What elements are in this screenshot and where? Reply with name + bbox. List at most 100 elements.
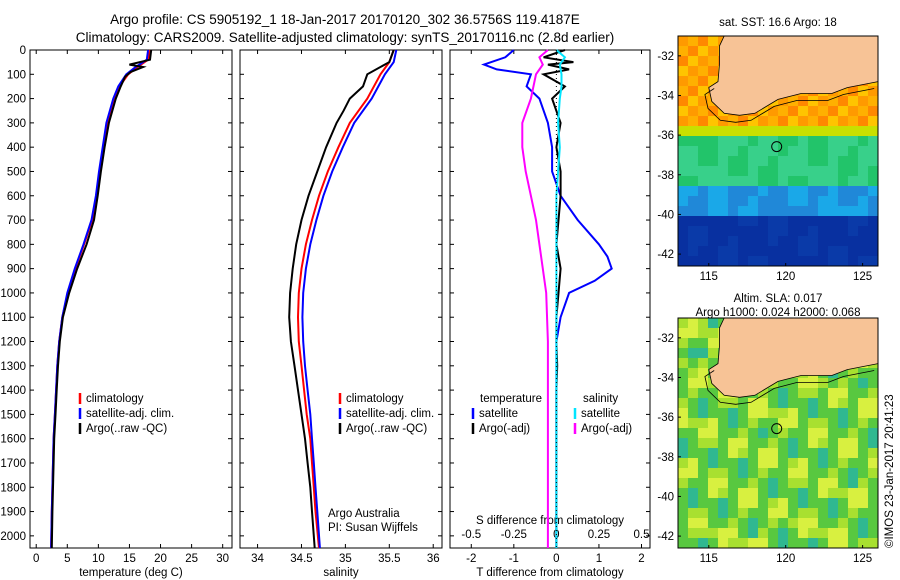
map-cell	[868, 518, 878, 529]
map-cell	[758, 186, 769, 197]
map-cell	[818, 448, 829, 459]
map-cell	[758, 508, 769, 519]
map-cell	[798, 96, 809, 107]
map-cell	[838, 388, 849, 399]
map-cell	[678, 448, 689, 459]
map-cell	[678, 76, 689, 87]
map-cell	[778, 378, 789, 389]
map-cell	[798, 478, 809, 489]
map-cell	[838, 408, 849, 419]
map-cell	[678, 106, 689, 117]
map-cell	[738, 518, 749, 529]
legend-series-climatology-label: climatology	[346, 393, 404, 405]
map-cell	[688, 46, 699, 57]
map-cell	[838, 498, 849, 509]
map-cell	[798, 378, 809, 389]
map-cell	[778, 186, 789, 197]
map-cell	[808, 508, 819, 519]
map-cell	[688, 458, 699, 469]
map-cell	[738, 126, 749, 137]
legend-title-salinity: salinity	[583, 393, 618, 405]
legend-t-argo-label: Argo(-adj)	[479, 423, 530, 435]
map-cell	[808, 388, 819, 399]
map-cell	[858, 418, 869, 429]
lat-tick-label: -40	[657, 209, 674, 221]
map-cell	[678, 328, 689, 339]
map-cell	[868, 236, 878, 247]
map-cell	[838, 156, 849, 167]
s-tick-label: -0.5	[461, 529, 481, 541]
map-cell	[828, 388, 839, 399]
map-cell	[718, 448, 729, 459]
map-cell	[818, 106, 829, 117]
map-cell	[698, 36, 709, 47]
map-cell	[848, 478, 859, 489]
depth-tick-label: 500	[7, 166, 26, 178]
map-cell	[818, 176, 829, 187]
lon-tick-label: 120	[776, 271, 795, 283]
map-cell	[798, 156, 809, 167]
map-cell	[738, 236, 749, 247]
map-cell	[688, 106, 699, 117]
map-cell	[708, 478, 719, 489]
map-cell	[678, 156, 689, 167]
map-cell	[868, 126, 878, 137]
map-cell	[688, 126, 699, 137]
map-cell	[778, 498, 789, 509]
map-cell	[728, 508, 739, 519]
depth-tick-label: 1500	[0, 409, 26, 421]
map-cell	[738, 146, 749, 157]
map-cell	[758, 226, 769, 237]
map-cell	[768, 398, 779, 409]
map-cell	[788, 478, 799, 489]
map-cell	[788, 136, 799, 147]
map-cell	[758, 256, 769, 266]
map-cell	[678, 236, 689, 247]
map-cell	[748, 146, 759, 157]
map-cell	[858, 518, 869, 529]
map-cell	[678, 388, 689, 399]
map-cell	[678, 508, 689, 519]
map-cell	[778, 96, 789, 107]
map-cell	[678, 166, 689, 177]
sla-map-title-1: Altim. SLA: 0.017	[734, 293, 823, 305]
map-cell	[708, 348, 719, 359]
map-cell	[768, 418, 779, 429]
map-cell	[738, 206, 749, 217]
map-cell	[698, 498, 709, 509]
map-cell	[718, 166, 729, 177]
map-cell	[868, 478, 878, 489]
map-cell	[828, 136, 839, 147]
lat-tick-label: -42	[657, 531, 674, 543]
map-cell	[798, 246, 809, 257]
map-cell	[778, 448, 789, 459]
map-cell	[758, 156, 769, 167]
map-cell	[858, 206, 869, 217]
map-cell	[718, 488, 729, 499]
map-cell	[738, 156, 749, 167]
x-tick-label: 25	[185, 553, 198, 565]
map-cell	[858, 126, 869, 137]
map-cell	[718, 398, 729, 409]
lon-tick-label: 125	[853, 271, 872, 283]
map-cell	[778, 126, 789, 137]
map-cell	[788, 538, 799, 548]
plot-frame	[239, 49, 443, 549]
map-cell	[758, 176, 769, 187]
map-cell	[828, 236, 839, 247]
map-cell	[798, 216, 809, 227]
map-cell	[798, 116, 809, 127]
map-cell	[718, 538, 729, 548]
map-cell	[788, 236, 799, 247]
map-cell	[858, 186, 869, 197]
lon-tick-label: 120	[776, 553, 795, 565]
map-cell	[858, 146, 869, 157]
map-cell	[678, 458, 689, 469]
map-cell	[718, 498, 729, 509]
map-cell	[698, 166, 709, 177]
map-cell	[868, 146, 878, 157]
map-cell	[798, 458, 809, 469]
map-cell	[848, 498, 859, 509]
map-cell	[818, 408, 829, 419]
